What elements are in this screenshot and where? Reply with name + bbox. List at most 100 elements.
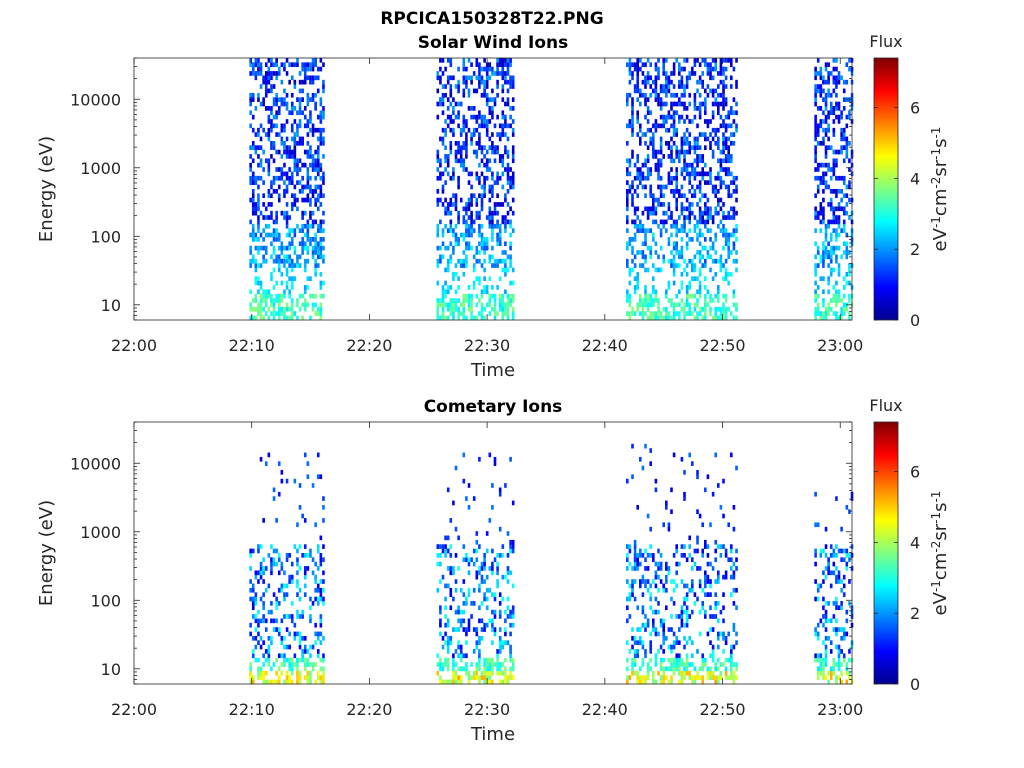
heatmap-cell: [254, 627, 258, 632]
heatmap-cell: [829, 92, 833, 98]
heatmap-cell: [665, 58, 668, 63]
heatmap-cell: [829, 306, 833, 312]
heatmap-cell: [709, 180, 712, 185]
heatmap-cell: [249, 662, 252, 667]
heatmap-cell: [303, 210, 307, 216]
heatmap-cell: [504, 627, 507, 632]
heatmap-cell: [441, 136, 445, 142]
heatmap-cells: [249, 58, 854, 321]
heatmap-cell: [314, 631, 317, 637]
heatmap-cell: [436, 175, 440, 181]
heatmap-cell: [472, 496, 476, 501]
heatmap-cell: [470, 223, 473, 229]
heatmap-cell: [827, 601, 830, 606]
heatmap-cell: [301, 215, 304, 220]
heatmap-cell: [704, 583, 707, 589]
heatmap-cell: [498, 679, 502, 685]
heatmap-cell: [727, 149, 731, 155]
heatmap-cell: [683, 88, 686, 94]
heatmap-cell: [506, 66, 510, 72]
heatmap-cell: [454, 223, 458, 229]
heatmap-cell: [649, 583, 653, 589]
heatmap-cell: [824, 566, 828, 571]
heatmap-cell: [654, 583, 658, 589]
panel-title: Solar Wind Ions: [418, 33, 569, 53]
heatmap-cell: [465, 627, 468, 632]
heatmap-cell: [488, 666, 492, 672]
axes-box: [133, 421, 853, 685]
heatmap-cell: [639, 58, 642, 63]
heatmap-cell: [678, 114, 681, 120]
heatmap-cell: [259, 210, 263, 216]
heatmap-cell: [824, 250, 828, 255]
heatmap-cell: [462, 258, 466, 264]
heatmap-cell: [322, 293, 325, 299]
heatmap-cell: [636, 66, 640, 72]
heatmap-cell: [688, 675, 692, 680]
heatmap-cell: [251, 171, 255, 177]
heatmap-cell: [496, 219, 499, 225]
heatmap-cell: [659, 675, 663, 680]
heatmap-cell: [819, 276, 823, 281]
heatmap-cell: [446, 97, 450, 102]
heatmap-cell: [711, 189, 715, 194]
heatmap-cell: [303, 79, 307, 85]
heatmap-cell: [309, 237, 312, 242]
heatmap-cell: [452, 228, 455, 233]
heatmap-cell: [675, 653, 679, 659]
heatmap-cell: [275, 189, 278, 194]
heatmap-cell: [316, 193, 320, 199]
heatmap-cell: [644, 193, 647, 199]
heatmap-cell: [509, 123, 512, 129]
heatmap-cell: [693, 548, 697, 554]
heatmap-cell: [436, 315, 440, 321]
heatmap-cell: [848, 66, 851, 72]
heatmap-cell: [706, 666, 710, 672]
heatmap-cell: [475, 114, 479, 120]
heatmap-cell: [842, 241, 846, 247]
heatmap-cell: [275, 228, 278, 233]
heatmap-cell: [829, 640, 833, 645]
heatmap-cell: [436, 88, 440, 94]
heatmap-cell: [257, 311, 260, 316]
heatmap-cell: [840, 145, 843, 150]
heatmap-cell: [493, 123, 497, 129]
heatmap-cell: [688, 614, 692, 619]
heatmap-cell: [709, 293, 712, 299]
heatmap-cell: [667, 114, 671, 120]
heatmap-cell: [496, 193, 499, 199]
heatmap-cell: [446, 666, 450, 672]
heatmap-cell: [496, 666, 499, 672]
heatmap-cell: [711, 184, 715, 190]
heatmap-cell: [626, 123, 629, 129]
heatmap-cell: [696, 106, 699, 111]
heatmap-cell: [667, 215, 671, 220]
heatmap-cell: [840, 311, 843, 316]
heatmap-cell: [631, 443, 634, 449]
heatmap-cell: [845, 670, 849, 676]
heatmap-cell: [628, 158, 632, 164]
heatmap-cell: [501, 293, 505, 299]
heatmap-cell: [488, 110, 492, 116]
heatmap-cell: [704, 162, 707, 168]
heatmap-cell: [283, 644, 286, 650]
heatmap-cell: [709, 167, 712, 172]
heatmap-cell: [631, 154, 634, 159]
heatmap-cell: [491, 666, 494, 672]
heatmap-cell: [480, 675, 484, 680]
heatmap-cell: [449, 566, 453, 571]
heatmap-cell: [319, 614, 323, 619]
heatmap-cell: [724, 97, 728, 102]
heatmap-cell: [735, 587, 738, 593]
heatmap-cell: [639, 136, 642, 142]
heatmap-cell: [824, 92, 828, 98]
heatmap-cell: [488, 258, 492, 264]
heatmap-cell: [709, 592, 712, 597]
heatmap-cell: [832, 250, 836, 255]
heatmap-cell: [270, 140, 273, 146]
heatmap-cell: [626, 62, 629, 68]
heatmap-cell: [298, 167, 302, 172]
heatmap-cell: [639, 175, 642, 181]
heatmap-cell: [493, 158, 497, 164]
heatmap-cell: [732, 175, 736, 181]
